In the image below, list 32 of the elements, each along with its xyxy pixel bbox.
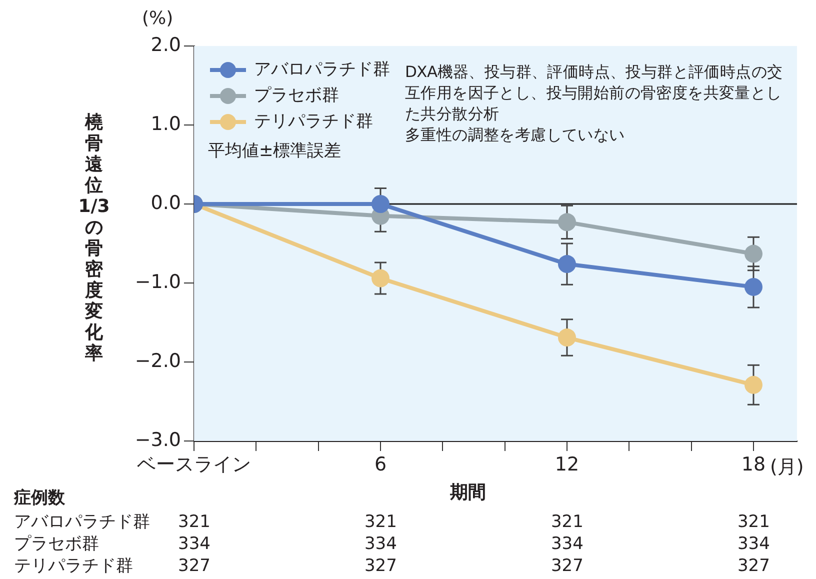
annotation: 平均値±標準誤差	[208, 141, 342, 162]
x-tick-label: 12	[554, 453, 580, 476]
point	[558, 255, 576, 274]
x-tick-label: 18	[741, 453, 766, 476]
y-tick-label: 1.0	[150, 112, 181, 135]
x-axis-title: 期間	[450, 482, 486, 503]
point	[744, 244, 762, 263]
x-tick-label: ベースライン	[137, 453, 251, 476]
text: 症例数	[14, 488, 65, 509]
x-tick-label: 6	[374, 453, 387, 476]
point	[744, 278, 762, 296]
y-tick-label: −2.0	[134, 350, 181, 372]
legend-label: プラセボ群	[254, 85, 339, 106]
point	[558, 328, 576, 347]
text: (%)	[142, 8, 174, 29]
point	[371, 269, 390, 288]
legend-label: アバロパラチド群	[254, 59, 390, 80]
y-tick-label: 2.0	[150, 34, 181, 56]
text: 橈骨遠位1/3の骨密度変化率	[78, 112, 110, 364]
point	[558, 213, 576, 232]
text: (月)	[770, 456, 804, 478]
y-tick-label: −1.0	[134, 270, 181, 293]
point	[371, 195, 390, 213]
annotation: DXA機器、投与群、評価時点、投与群と評価時点の交互作用を因子とし、投与開始前の骨密度を共変量とした共分散分析	[405, 62, 784, 125]
text: アバロパラチド群 321 321 321 321	[14, 512, 770, 532]
legend-label: テリパラチド群	[254, 111, 373, 132]
text: プラセボ群 334 334 334 334	[14, 534, 770, 554]
point	[744, 376, 762, 394]
text: テリパラチド群 327 327 327 327	[14, 556, 770, 576]
y-tick-label: 0.0	[150, 192, 181, 214]
annotation: 多重性の調整を考慮していない	[405, 125, 625, 146]
y-tick-label: −3.0	[134, 428, 181, 451]
